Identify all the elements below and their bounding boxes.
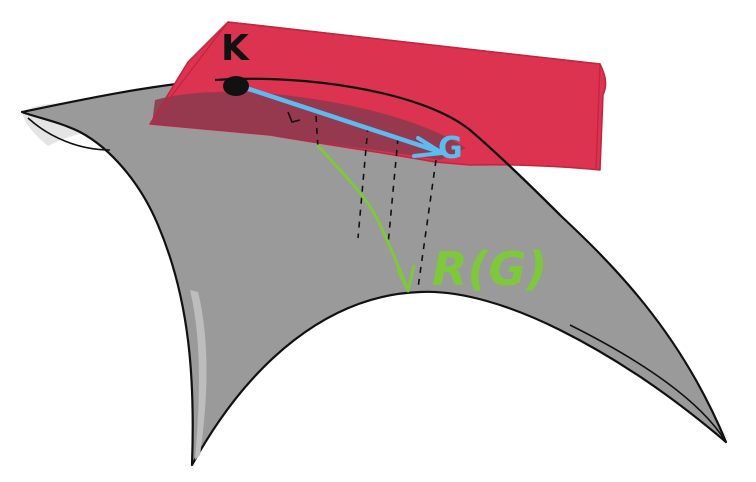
projection-line-3: [387, 137, 399, 246]
tangent-plane-overlap: [152, 91, 466, 160]
retraction-arrowhead: [396, 264, 416, 293]
manifold-left-edge: [27, 117, 111, 151]
tangent-vector-arrowhead: [412, 136, 444, 158]
manifold-shadow-strip: [190, 290, 207, 460]
manifold-right-edge: [569, 324, 727, 443]
tangent-plane-outline: [149, 21, 601, 171]
retraction-curve-path: [316, 144, 410, 292]
manifold-surface: [20, 77, 728, 467]
base-point-dot: [223, 76, 249, 96]
manifold-top-edge: [214, 77, 561, 216]
projection-lines: [315, 115, 437, 289]
point-label: K: [221, 28, 250, 69]
projection-line-4: [417, 159, 437, 289]
tangent-vector-shaft: [237, 83, 443, 155]
retraction-label: R(G): [432, 242, 547, 296]
projection-line-1: [315, 115, 319, 149]
tangent-vector: [237, 83, 444, 158]
retraction-curve: [316, 144, 416, 293]
tangent-plane: [149, 21, 607, 171]
right-angle-mark: [287, 111, 301, 123]
tangent-vector-label: G: [438, 131, 463, 166]
